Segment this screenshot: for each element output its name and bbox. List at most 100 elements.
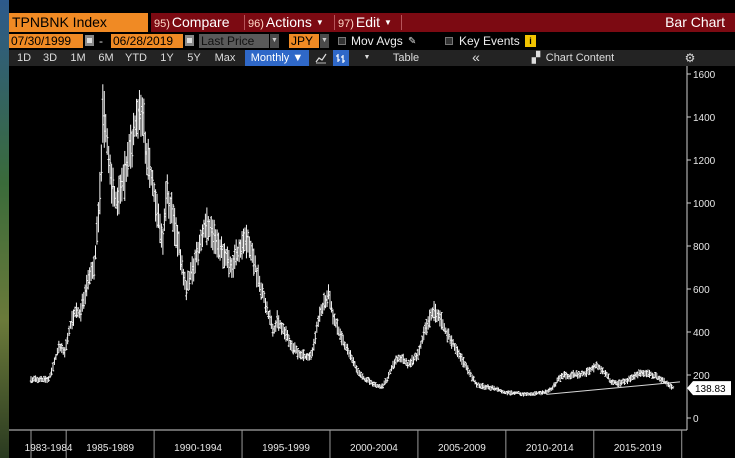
price-bar [453, 343, 456, 351]
price-bar [147, 138, 150, 180]
period-max-button[interactable]: Max [214, 52, 236, 64]
price-bar [220, 236, 223, 259]
price-bar [120, 167, 124, 202]
price-bar [643, 371, 647, 377]
price-bar [173, 207, 176, 246]
trendline[interactable] [546, 381, 681, 395]
bar-series [29, 84, 675, 397]
price-bar [218, 239, 222, 261]
price-bar [98, 171, 102, 215]
price-bar [487, 384, 490, 390]
price-bar [284, 326, 288, 342]
price-field-dropdown-icon[interactable]: ▼ [270, 34, 279, 48]
price-bar [591, 365, 594, 371]
price-bar [333, 313, 336, 326]
actions-shortcut: 96) [248, 18, 264, 30]
actions-caret-icon: ▼ [315, 18, 324, 27]
period-3d-button[interactable]: 3D [42, 52, 58, 64]
x-tick-label: 2000-2004 [350, 443, 398, 454]
price-bar [492, 385, 496, 391]
period-ytd-button[interactable]: YTD [125, 52, 147, 64]
price-bar [406, 361, 409, 369]
price-bar [447, 328, 450, 340]
actions-menu[interactable]: 96) Actions ▼ [248, 13, 324, 32]
price-bar [185, 280, 188, 301]
chart-content-button[interactable]: Chart Content [545, 52, 615, 64]
price-bar [595, 361, 598, 369]
price-bar [441, 319, 445, 331]
end-date-field[interactable]: 06/28/2019 [111, 34, 183, 48]
price-bar [315, 321, 318, 333]
price-bar [227, 250, 231, 278]
price-bar [298, 350, 301, 358]
y-tick-label: 800 [693, 242, 710, 253]
price-bar [383, 380, 386, 386]
price-bar [188, 271, 191, 290]
price-bar [434, 303, 437, 323]
frequency-select[interactable]: Monthly ▼ [245, 50, 309, 66]
price-bar [208, 219, 212, 237]
end-calendar-icon[interactable] [185, 35, 194, 46]
info-icon[interactable]: i [525, 35, 536, 47]
bar-chart-icon[interactable] [333, 50, 349, 66]
price-bar [277, 315, 280, 331]
period-1m-button[interactable]: 1M [70, 52, 86, 64]
period-toolbar: 1D 3D 1M 6M YTD 1Y 5Y Max Monthly ▼ ▼ Ta [9, 50, 735, 66]
currency-field[interactable]: JPY [289, 34, 319, 48]
price-bar [340, 330, 343, 346]
start-date-field[interactable]: 07/30/1999 [9, 34, 83, 48]
price-bar [369, 379, 373, 385]
compare-menu[interactable]: 95) Compare [154, 13, 230, 32]
price-bar [454, 344, 458, 354]
price-bar [346, 343, 349, 355]
currency-dropdown-icon[interactable]: ▼ [320, 34, 329, 48]
price-bar [144, 131, 147, 164]
price-bar [56, 347, 59, 356]
edit-menu[interactable]: 97) Edit ▼ [338, 13, 392, 32]
price-bar [381, 383, 384, 389]
collapse-icon[interactable]: « [472, 49, 480, 65]
price-bar [418, 345, 421, 356]
period-6m-button[interactable]: 6M [98, 52, 114, 64]
period-1d-button[interactable]: 1D [16, 52, 32, 64]
price-bar [64, 339, 68, 351]
price-bar [415, 353, 418, 362]
price-bar [114, 191, 118, 209]
mov-avgs-label: Mov Avgs [351, 34, 403, 48]
price-bar [207, 216, 210, 241]
price-bar [607, 373, 610, 380]
line-chart-icon[interactable] [315, 52, 327, 64]
price-bar [337, 326, 340, 336]
price-bar [639, 369, 642, 377]
settings-gear-icon[interactable]: ⚙ [684, 51, 696, 65]
price-bar [469, 371, 472, 378]
price-bar [605, 371, 609, 379]
price-bar [635, 372, 638, 378]
price-bar [176, 224, 179, 257]
pencil-icon[interactable]: ✎ [408, 36, 417, 47]
price-bar [268, 309, 272, 325]
key-events-checkbox[interactable] [445, 37, 453, 45]
price-bar [444, 327, 447, 334]
price-bar [270, 315, 273, 329]
table-button[interactable]: Table [392, 52, 420, 64]
price-bar [648, 369, 651, 378]
price-bar [325, 290, 329, 308]
ticker-field[interactable]: TPNBNK Index [9, 13, 148, 32]
price-bar [629, 375, 632, 383]
start-calendar-icon[interactable] [85, 35, 94, 46]
menu-divider [244, 15, 245, 30]
price-bar [479, 383, 483, 389]
period-5y-button[interactable]: 5Y [187, 52, 201, 64]
price-field-select[interactable]: Last Price [199, 34, 269, 48]
chart-content-icon[interactable]: ▞ [531, 52, 541, 64]
price-bar [438, 310, 442, 327]
mov-avgs-checkbox[interactable] [338, 37, 346, 45]
price-bar [215, 229, 219, 258]
chart-style-dropdown-icon[interactable]: ▼ [363, 54, 371, 61]
price-bar [472, 375, 475, 382]
price-bar [283, 326, 286, 340]
edit-shortcut: 97) [338, 18, 354, 30]
price-bar [198, 234, 201, 254]
period-1y-button[interactable]: 1Y [160, 52, 174, 64]
